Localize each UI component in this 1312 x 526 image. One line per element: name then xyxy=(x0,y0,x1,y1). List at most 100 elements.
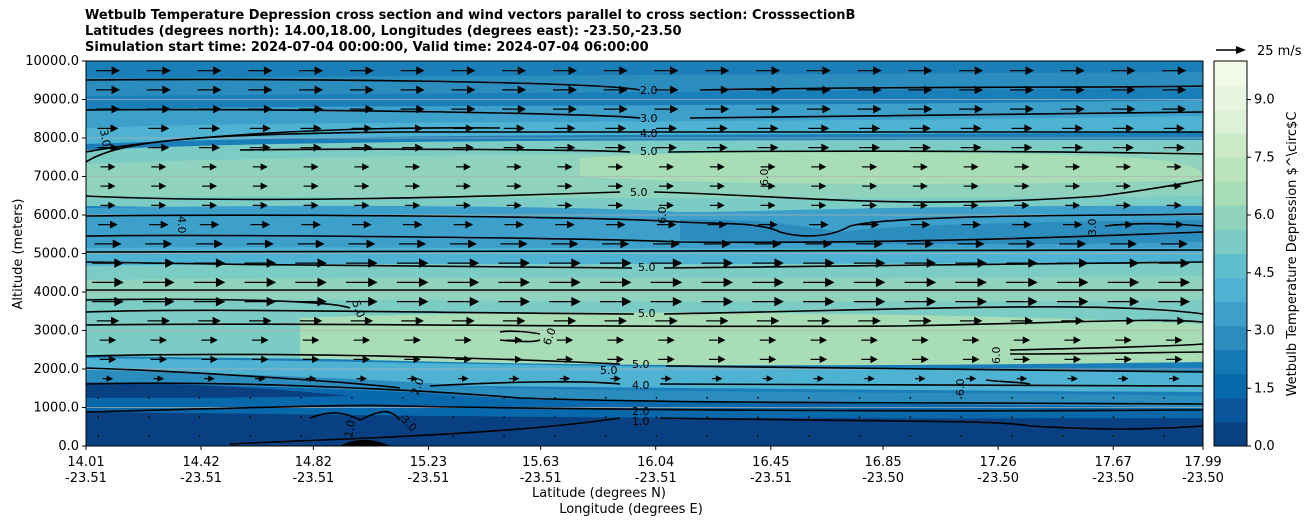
wind-vector-head xyxy=(514,182,522,190)
wind-vector-head xyxy=(111,316,120,325)
wind-vector-head xyxy=(718,355,726,364)
wind-vector-head xyxy=(212,124,221,133)
wind-vector-head xyxy=(571,296,581,307)
wind-vector-head xyxy=(1020,375,1028,382)
wind-vector-head xyxy=(565,336,574,344)
wind-vector-head xyxy=(1028,258,1038,268)
wind-vector-head xyxy=(1076,66,1085,75)
wind-vector-head xyxy=(317,277,327,288)
colorbar-tick-label: 6.0 xyxy=(1254,208,1275,223)
wind-vector-head xyxy=(768,182,776,190)
wind-vector-head xyxy=(363,220,372,229)
wind-vector xyxy=(503,435,506,438)
wind-vector-head xyxy=(566,220,575,229)
x-tick-label-lon: -23.51 xyxy=(635,471,677,486)
wind-vector-head xyxy=(1024,143,1033,152)
wind-vector-head xyxy=(209,182,218,190)
wind-vector-head xyxy=(413,355,421,364)
wind-vector-head xyxy=(309,375,317,382)
wind-vector xyxy=(1061,416,1064,419)
wind-vector-head xyxy=(266,277,277,288)
wind-vector xyxy=(1112,396,1115,399)
wind-vector xyxy=(1011,396,1013,399)
wind-vector-head xyxy=(922,124,931,133)
wind-vector-head xyxy=(667,336,675,344)
wind-vector xyxy=(604,396,607,399)
wind-vector-head xyxy=(412,163,421,171)
wind-vector-head xyxy=(720,104,730,114)
wind-vector-head xyxy=(516,220,524,229)
wind-vector-head xyxy=(973,143,982,152)
wind-vector-head xyxy=(672,277,683,288)
wind-vector-head xyxy=(1022,355,1031,364)
wind-vector-head xyxy=(619,104,628,114)
wind-vector-head xyxy=(820,220,829,229)
wind-vector-head xyxy=(263,104,273,114)
wind-vector-head xyxy=(768,163,776,171)
wind-vector-head xyxy=(466,316,475,325)
wind-vector-head xyxy=(1174,201,1182,209)
wind-vector-head xyxy=(265,239,274,249)
contour-lines xyxy=(86,78,1203,445)
contour-label: 3.0 xyxy=(640,112,658,125)
wind-vector-head xyxy=(868,375,875,382)
gridlines xyxy=(86,99,1203,408)
wind-vector-head xyxy=(666,182,674,190)
contour-label: 1.0 xyxy=(342,419,358,438)
wind-vector-head xyxy=(112,239,122,249)
wind-vector-head xyxy=(1180,277,1190,288)
wind-vector-head xyxy=(366,239,376,249)
wind-vector xyxy=(147,416,150,419)
wind-vector-head xyxy=(465,143,474,152)
x-tick-label-lat: 17.26 xyxy=(980,455,1017,470)
wind-vector-head xyxy=(974,104,984,114)
colorbar-band xyxy=(1214,253,1247,279)
wind-vector-head xyxy=(1124,355,1132,364)
wind-vector-head xyxy=(159,355,168,364)
wind-vector-head xyxy=(258,375,266,382)
wind-vector xyxy=(300,435,302,438)
wind-vector-head xyxy=(667,355,675,364)
wind-vector-head xyxy=(618,143,627,152)
wind-vector-head xyxy=(922,220,931,229)
x-tick-label-lat: 17.67 xyxy=(1095,455,1132,470)
wind-vector-head xyxy=(1075,143,1084,152)
wind-vector-head xyxy=(260,163,268,171)
wind-vector-head xyxy=(1127,85,1136,95)
x-tick-label-lon: -23.51 xyxy=(407,471,449,486)
x-tick-label-lat: 15.63 xyxy=(522,455,559,470)
wind-vector-head xyxy=(165,277,175,288)
colorbar-band xyxy=(1214,85,1247,110)
wind-vector-head xyxy=(109,220,118,229)
wind-vector-head xyxy=(671,239,680,249)
wind-vector-head xyxy=(418,277,429,288)
wind-vector-head xyxy=(315,239,325,249)
x-tick-label-lat: 14.01 xyxy=(67,455,104,470)
wind-vector-head xyxy=(666,201,674,209)
wind-vector-head xyxy=(465,124,474,133)
wind-vector-head xyxy=(165,296,175,307)
wind-vector-head xyxy=(418,258,429,268)
contour-label: 6.0 xyxy=(541,326,559,347)
y-tick-label: 2000.0 xyxy=(34,362,80,377)
wind-vector-head xyxy=(923,316,932,325)
wind-vector-head xyxy=(1128,239,1137,249)
contour-label: 5.0 xyxy=(600,364,618,377)
wind-vector-head xyxy=(161,143,170,152)
wind-vector-head xyxy=(563,375,571,382)
contour-label: 4.0 xyxy=(632,379,650,392)
wind-vector-head xyxy=(261,355,269,364)
contour-label: 4.0 xyxy=(640,127,658,140)
wind-vector-head xyxy=(718,336,726,344)
wind-vector-head xyxy=(1077,239,1087,249)
wind-vector-head xyxy=(108,336,117,344)
title-line-2: Latitudes (degrees north): 14.00,18.00, … xyxy=(85,24,682,39)
wind-vector-head xyxy=(772,239,782,249)
colorbar-band xyxy=(1214,373,1247,399)
wind-vector-head xyxy=(520,277,530,288)
contour-label: 6.0 xyxy=(954,379,967,397)
wind-vector-head xyxy=(875,277,886,288)
wind-vector-head xyxy=(717,201,725,209)
wind-vector-head xyxy=(1079,296,1089,307)
wind-vector-head xyxy=(768,201,776,209)
